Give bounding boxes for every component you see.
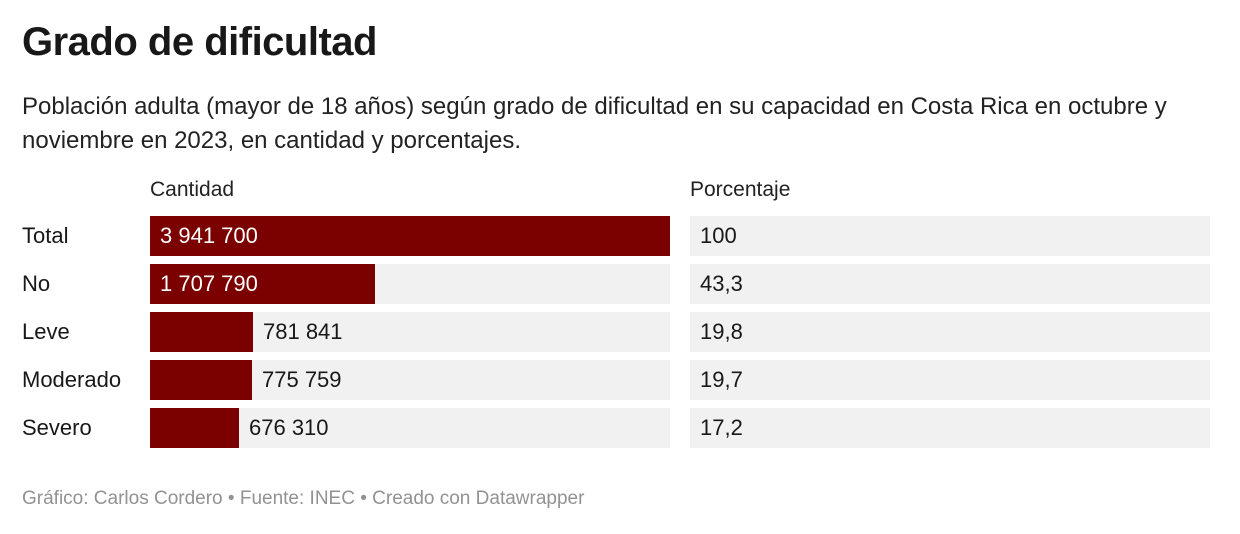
bar-track: 676 310 [150, 408, 670, 448]
row-label: Moderado [22, 367, 122, 392]
percent-value-label: 19,7 [700, 367, 743, 392]
bar-value-label: 775 759 [262, 367, 342, 392]
table-row: Total 3 941 700 100 [0, 216, 1240, 256]
chart-title: Grado de dificultad [22, 20, 377, 64]
bar-track: 1 707 790 [150, 264, 670, 304]
percent-cell: 19,7 [690, 360, 1210, 400]
bar-track: 775 759 [150, 360, 670, 400]
chart-footer: Gráfico: Carlos Cordero • Fuente: INEC •… [22, 488, 585, 509]
bar-track: 3 941 700 [150, 216, 670, 256]
column-header-cantidad: Cantidad [150, 178, 235, 201]
bar-value-label: 1 707 790 [160, 271, 258, 296]
bar-value-label: 676 310 [249, 415, 329, 440]
percent-cell: 43,3 [690, 264, 1210, 304]
table-row: Severo 676 310 17,2 [0, 408, 1240, 448]
percent-cell: 17,2 [690, 408, 1210, 448]
bar-cantidad [150, 408, 239, 448]
percent-cell: 19,8 [690, 312, 1210, 352]
bar-value-label: 781 841 [263, 319, 343, 344]
percent-value-label: 17,2 [700, 415, 743, 440]
table-row: No 1 707 790 43,3 [0, 264, 1240, 304]
bar-cantidad [150, 264, 375, 304]
column-header-porcentaje: Porcentaje [690, 178, 791, 201]
bar-cantidad [150, 360, 252, 400]
bar-cantidad [150, 216, 670, 256]
percent-value-label: 100 [700, 223, 737, 248]
row-label: Total [22, 223, 69, 248]
row-label: No [22, 271, 51, 296]
bar-track: 781 841 [150, 312, 670, 352]
percent-value-label: 19,8 [700, 319, 743, 344]
chart-subtitle: Población adulta (mayor de 18 años) segú… [22, 93, 1167, 154]
table-row: Leve 781 841 19,8 [0, 312, 1240, 352]
bar-cantidad [150, 312, 253, 352]
percent-value-label: 43,3 [700, 271, 743, 296]
table-row: Moderado 775 759 19,7 [0, 360, 1240, 400]
percent-cell: 100 [690, 216, 1210, 256]
row-label: Severo [22, 415, 92, 440]
bar-value-label: 3 941 700 [160, 223, 258, 248]
row-label: Leve [22, 319, 70, 344]
